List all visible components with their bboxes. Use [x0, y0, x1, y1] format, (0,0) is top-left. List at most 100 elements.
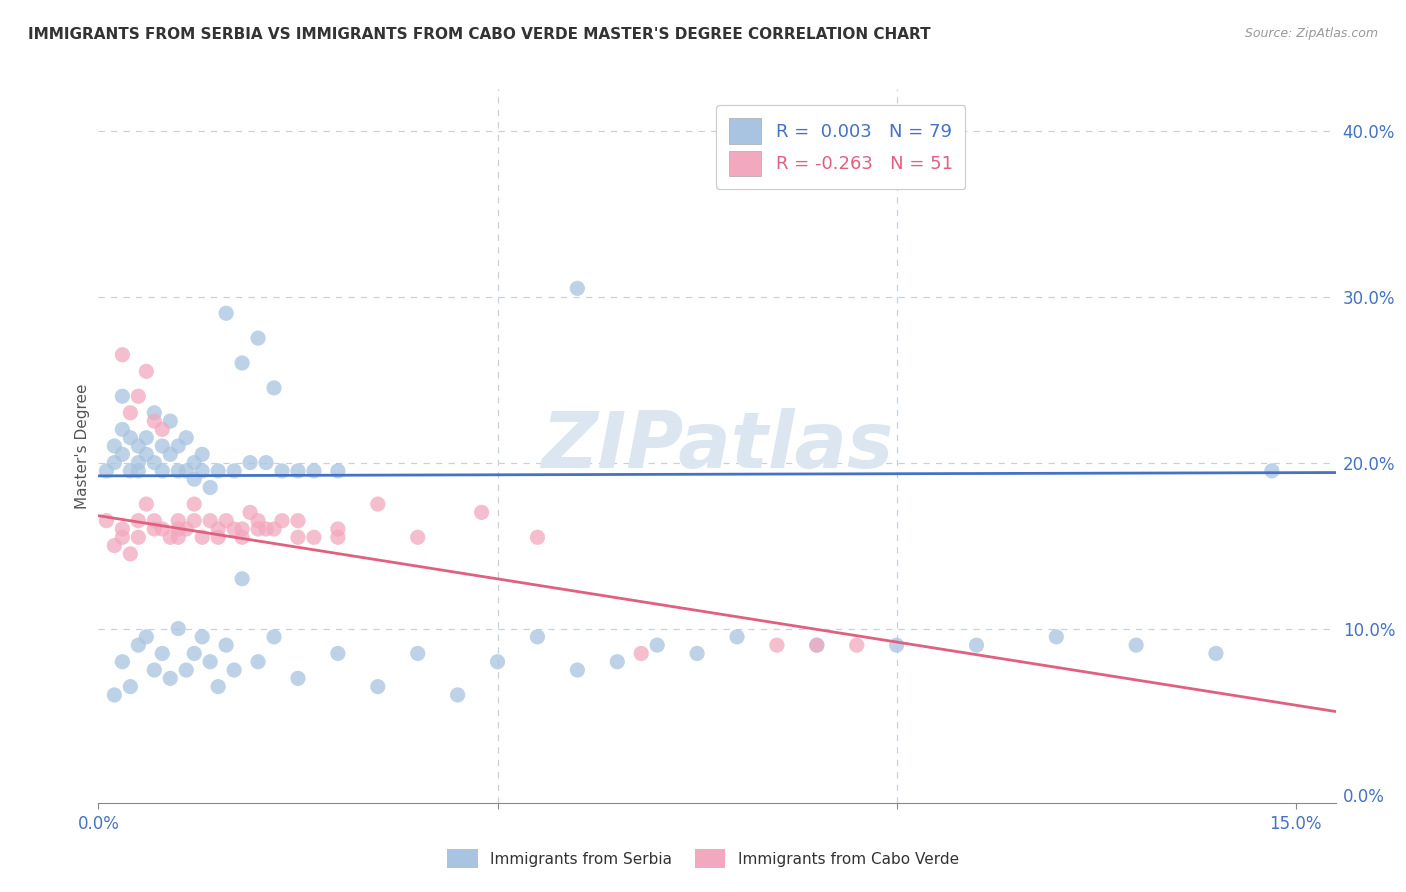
Text: IMMIGRANTS FROM SERBIA VS IMMIGRANTS FROM CABO VERDE MASTER'S DEGREE CORRELATION: IMMIGRANTS FROM SERBIA VS IMMIGRANTS FRO…: [28, 27, 931, 42]
Point: [231, 572, 253, 586]
Point: [191, 630, 214, 644]
Text: ZIPatlas: ZIPatlas: [541, 408, 893, 484]
Point: [725, 630, 748, 644]
Point: [127, 456, 149, 470]
Point: [1125, 638, 1147, 652]
Point: [198, 481, 221, 495]
Point: [198, 514, 221, 528]
Point: [183, 514, 205, 528]
Point: [224, 464, 246, 478]
Point: [183, 647, 205, 661]
Point: [120, 406, 142, 420]
Point: [406, 647, 429, 661]
Point: [215, 306, 238, 320]
Point: [159, 671, 181, 685]
Point: [127, 638, 149, 652]
Point: [111, 422, 134, 436]
Point: [127, 514, 149, 528]
Point: [302, 530, 325, 544]
Point: [103, 539, 125, 553]
Point: [135, 630, 157, 644]
Legend: Immigrants from Serbia, Immigrants from Cabo Verde: Immigrants from Serbia, Immigrants from …: [440, 841, 966, 875]
Point: [143, 514, 166, 528]
Point: [287, 530, 309, 544]
Point: [326, 530, 349, 544]
Point: [326, 522, 349, 536]
Point: [287, 514, 309, 528]
Point: [302, 464, 325, 478]
Point: [103, 439, 125, 453]
Point: [326, 464, 349, 478]
Point: [127, 439, 149, 453]
Point: [183, 497, 205, 511]
Point: [143, 522, 166, 536]
Point: [471, 505, 494, 519]
Point: [766, 638, 789, 652]
Point: [111, 389, 134, 403]
Point: [567, 281, 589, 295]
Point: [247, 522, 270, 536]
Point: [167, 439, 190, 453]
Point: [150, 464, 173, 478]
Point: [263, 381, 285, 395]
Point: [239, 505, 262, 519]
Point: [167, 530, 190, 544]
Point: [167, 522, 190, 536]
Point: [406, 530, 429, 544]
Point: [183, 456, 205, 470]
Point: [135, 431, 157, 445]
Point: [271, 464, 294, 478]
Point: [886, 638, 908, 652]
Point: [263, 630, 285, 644]
Text: Source: ZipAtlas.com: Source: ZipAtlas.com: [1244, 27, 1378, 40]
Point: [174, 663, 197, 677]
Point: [174, 464, 197, 478]
Point: [215, 514, 238, 528]
Point: [207, 530, 229, 544]
Point: [191, 464, 214, 478]
Point: [806, 638, 828, 652]
Point: [224, 522, 246, 536]
Point: [526, 630, 548, 644]
Point: [207, 680, 229, 694]
Point: [159, 447, 181, 461]
Point: [486, 655, 509, 669]
Point: [167, 514, 190, 528]
Point: [207, 522, 229, 536]
Point: [103, 688, 125, 702]
Point: [845, 638, 868, 652]
Point: [606, 655, 628, 669]
Point: [127, 389, 149, 403]
Point: [135, 364, 157, 378]
Point: [167, 622, 190, 636]
Point: [1205, 647, 1227, 661]
Point: [135, 447, 157, 461]
Point: [239, 456, 262, 470]
Point: [224, 663, 246, 677]
Point: [446, 688, 468, 702]
Point: [1261, 464, 1284, 478]
Point: [159, 530, 181, 544]
Point: [183, 472, 205, 486]
Point: [127, 530, 149, 544]
Point: [174, 431, 197, 445]
Point: [271, 514, 294, 528]
Point: [247, 514, 270, 528]
Point: [207, 464, 229, 478]
Point: [198, 655, 221, 669]
Point: [231, 522, 253, 536]
Point: [263, 522, 285, 536]
Point: [287, 671, 309, 685]
Point: [96, 464, 118, 478]
Point: [806, 638, 828, 652]
Point: [247, 331, 270, 345]
Point: [231, 530, 253, 544]
Point: [111, 655, 134, 669]
Point: [150, 439, 173, 453]
Point: [143, 414, 166, 428]
Point: [111, 447, 134, 461]
Legend: R =  0.003   N = 79, R = -0.263   N = 51: R = 0.003 N = 79, R = -0.263 N = 51: [716, 105, 966, 189]
Point: [254, 456, 277, 470]
Point: [111, 530, 134, 544]
Point: [630, 647, 652, 661]
